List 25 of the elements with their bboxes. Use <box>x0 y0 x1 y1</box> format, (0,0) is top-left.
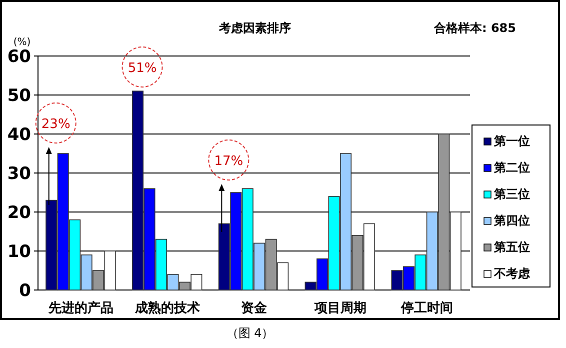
annotation: 23% <box>41 117 70 132</box>
y-tick-label: 50 <box>7 86 32 106</box>
chart-subtitle: 合格样本: 685 <box>432 21 516 35</box>
legend-label: 第五位 <box>493 240 530 254</box>
x-tick-label: 项目周期 <box>313 301 366 316</box>
y-tick-label: 20 <box>7 203 32 223</box>
x-tick-label: 资金 <box>241 301 268 316</box>
annotation: 51% <box>128 61 157 76</box>
chart-title: 考虑因素排序 <box>218 21 291 35</box>
text: （图 4） <box>226 326 274 340</box>
y-tick-label: 0 <box>19 281 32 301</box>
legend-label: 第三位 <box>493 187 530 201</box>
legend-label: 第一位 <box>493 134 530 148</box>
legend-label: 第四位 <box>493 214 530 228</box>
legend-label: 第二位 <box>493 160 530 174</box>
y-axis-title: (%) <box>13 37 31 48</box>
y-tick-label: 60 <box>7 47 32 67</box>
x-tick-label: 停工时间 <box>400 301 453 316</box>
x-tick-label: 先进的产品 <box>48 300 114 316</box>
annotation: 17% <box>214 154 244 169</box>
y-tick-label: 40 <box>7 125 32 145</box>
y-tick-label: 30 <box>7 164 32 184</box>
x-tick-label: 成熟的技术 <box>134 300 200 316</box>
y-tick-label: 10 <box>7 242 32 262</box>
text: 不考虑 <box>493 266 531 280</box>
